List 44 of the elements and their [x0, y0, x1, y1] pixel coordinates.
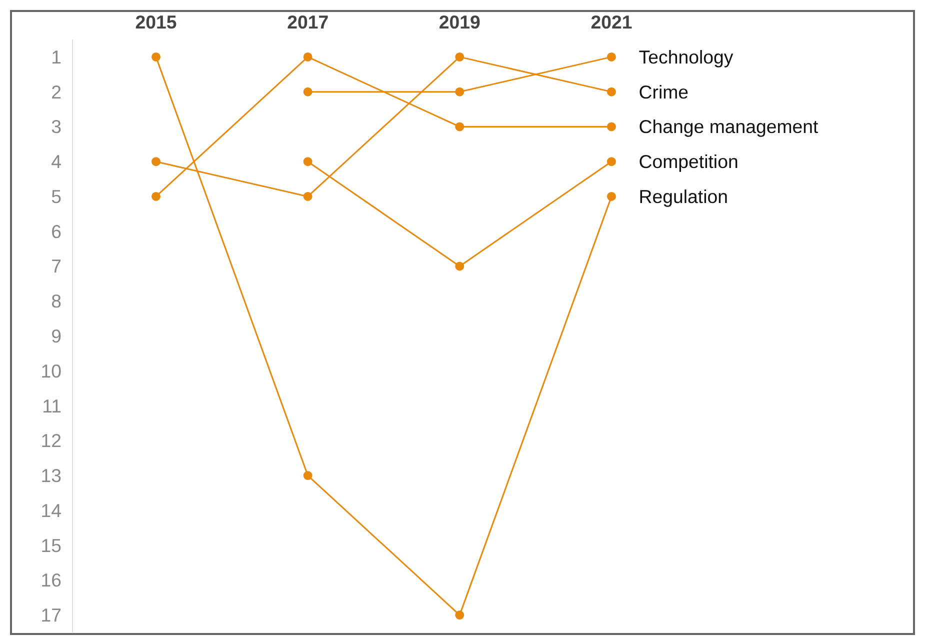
- y-tick-label: 13: [40, 465, 62, 486]
- point: [303, 52, 312, 62]
- y-tick-label: 2: [51, 81, 62, 102]
- point: [152, 192, 160, 201]
- y-tick-label: 10: [40, 360, 62, 382]
- series-label: Crime: [638, 81, 689, 102]
- y-tick-label: 14: [40, 500, 62, 521]
- point: [455, 52, 464, 62]
- point: [606, 157, 616, 166]
- y-tick-label: 1: [51, 46, 62, 68]
- y-tick-label: 17: [40, 604, 62, 626]
- point: [303, 471, 312, 480]
- x-tick-label: 2017: [287, 12, 329, 32]
- point: [455, 122, 464, 132]
- y-tick-label: 12: [40, 430, 62, 452]
- y-tick-label: 7: [51, 256, 62, 277]
- point: [303, 87, 312, 96]
- point: [152, 52, 160, 62]
- y-tick-label: 11: [42, 395, 62, 416]
- series-label: Competition: [638, 151, 738, 172]
- point: [606, 122, 616, 132]
- point: [455, 610, 464, 620]
- y-tick-label: 16: [40, 570, 62, 591]
- y-tick-label: 15: [40, 534, 62, 556]
- x-tick-label: 2021: [590, 12, 632, 32]
- point: [606, 52, 616, 62]
- series-label: Technology: [638, 46, 734, 68]
- point: [455, 262, 464, 271]
- x-tick-label: 2019: [438, 12, 480, 32]
- point: [455, 87, 464, 96]
- y-tick-label: 8: [51, 290, 62, 312]
- y-tick-label: 9: [51, 326, 62, 346]
- y-tick-label: 4: [51, 151, 62, 172]
- point: [303, 157, 312, 166]
- y-tick-label: 5: [51, 186, 62, 207]
- series-label: Regulation: [638, 186, 728, 207]
- x-tick-label: 2015: [135, 12, 177, 32]
- point: [152, 157, 160, 166]
- point: [606, 192, 616, 201]
- y-tick-label: 6: [51, 220, 62, 242]
- y-tick-label: 3: [51, 116, 62, 138]
- point: [303, 192, 312, 201]
- point: [606, 87, 616, 96]
- series-label: Change management: [638, 116, 820, 138]
